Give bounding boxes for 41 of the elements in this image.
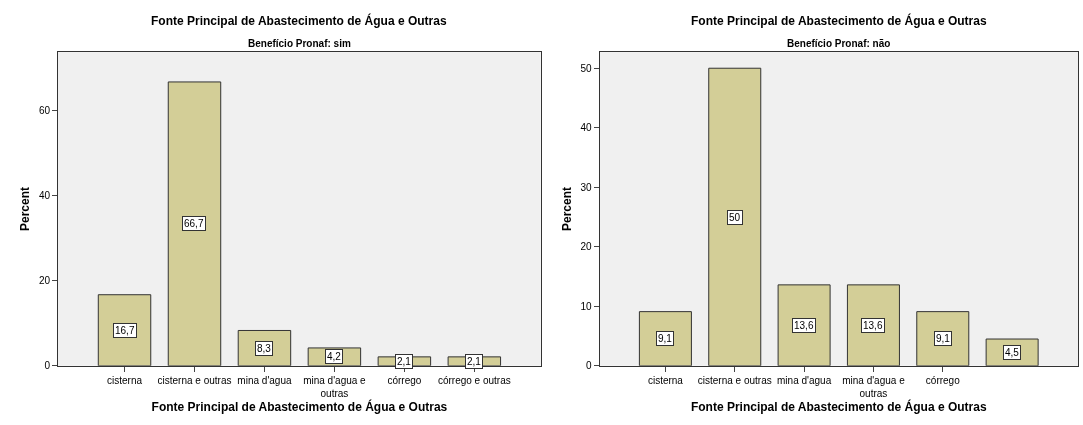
y-tick-label: 60 — [38, 104, 51, 116]
y-tick-label: 10 — [580, 300, 592, 312]
x-tick-label: cisterna e outras — [697, 374, 772, 386]
data-label: 8,3 — [257, 343, 272, 354]
x-tick-label: mina d'agua e outras — [842, 374, 906, 399]
x-tick-label: mina d'agua e outras — [303, 374, 367, 399]
x-tick-label: córrego — [925, 374, 961, 386]
y-tick-label: 40 — [38, 190, 51, 202]
y-axis-title: Percent — [18, 186, 33, 231]
x-tick-label: cisterna e outras — [157, 374, 232, 386]
x-tick-label: mina d'agua — [777, 374, 832, 386]
data-label: 4,5 — [1005, 347, 1020, 358]
y-tick-label: 0 — [44, 360, 51, 372]
chart-title: Fonte Principal de Abastecimento de Água e Outras — [691, 13, 987, 28]
data-label: 16,7 — [115, 325, 135, 336]
data-label: 9,1 — [936, 333, 951, 344]
x-tick-label: cisterna — [647, 374, 684, 386]
y-tick-label: 50 — [580, 62, 592, 74]
data-label: 4,2 — [327, 351, 342, 362]
data-label: 9,1 — [658, 333, 673, 344]
y-axis-title: Percent — [559, 186, 574, 231]
data-label: 13,6 — [794, 320, 814, 331]
y-tick-label: 20 — [38, 275, 51, 287]
y-tick-label: 30 — [580, 181, 592, 193]
y-tick-label: 40 — [580, 122, 592, 134]
data-label: 13,6 — [863, 320, 883, 331]
x-tick-label: córrego e outras — [437, 374, 511, 386]
x-tick-label: cisterna — [107, 374, 143, 386]
x-axis-title: Fonte Principal de Abastecimento de Água e Outras — [151, 398, 448, 414]
x-axis-title: Fonte Principal de Abastecimento de Água e Outras — [690, 398, 987, 414]
y-tick-label: 20 — [580, 241, 592, 253]
x-tick-label: córrego — [387, 374, 422, 386]
y-tick-label: 0 — [585, 360, 592, 372]
data-label: 50 — [729, 212, 741, 223]
data-label: 2,1 — [467, 356, 482, 367]
data-label: 2,1 — [397, 356, 412, 367]
chart-subtitle: Benefício Pronaf: não — [787, 38, 891, 49]
x-tick-label: mina d'agua — [237, 374, 292, 386]
data-label: 66,7 — [184, 218, 204, 229]
chart-title: Fonte Principal de Abastecimento de Água e Outras — [151, 13, 447, 28]
chart-subtitle: Benefício Pronaf: sim — [248, 38, 351, 49]
